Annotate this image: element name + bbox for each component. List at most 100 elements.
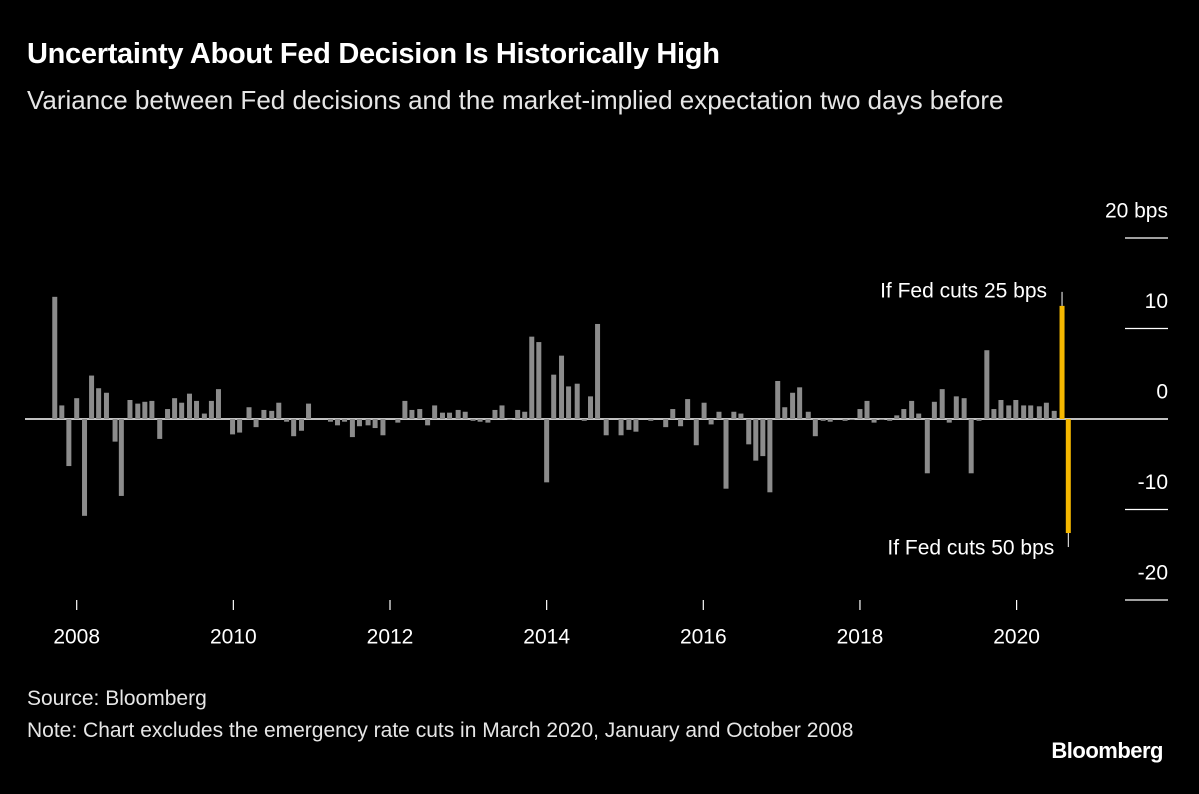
bar [984, 350, 990, 419]
bar [767, 419, 773, 493]
bar [1051, 410, 1057, 419]
bar [380, 419, 386, 436]
bar [59, 405, 65, 419]
bar [805, 411, 811, 419]
bar [194, 400, 200, 419]
bar [1036, 406, 1042, 419]
bar [237, 419, 243, 433]
chart-subtitle: Variance between Fed decisions and the m… [27, 85, 1004, 115]
source: Source: Bloomberg [27, 687, 207, 710]
bar [522, 411, 528, 419]
y-tick-label: 0 [1156, 381, 1168, 404]
bar [924, 419, 930, 474]
bar [663, 419, 669, 428]
bar [127, 399, 133, 419]
bar [447, 412, 453, 419]
bar [118, 419, 124, 496]
y-tick-label: 10 [1145, 290, 1168, 313]
bar [82, 419, 88, 516]
bar [595, 323, 601, 419]
bar [432, 405, 438, 419]
bar [507, 419, 513, 420]
bar [939, 389, 945, 419]
bar [991, 409, 997, 419]
bar [790, 392, 796, 419]
highlight-bar [1059, 305, 1065, 419]
bar [1021, 405, 1027, 419]
bar [909, 400, 915, 419]
bar [179, 402, 185, 419]
bar [327, 419, 333, 422]
bar [417, 409, 423, 419]
chart-title: Uncertainty About Fed Decision Is Histor… [27, 38, 720, 70]
brand: Bloomberg [1051, 738, 1163, 763]
bar [291, 419, 297, 437]
bar [365, 419, 371, 426]
bar [536, 342, 542, 419]
bar [968, 419, 974, 474]
bar [499, 405, 505, 419]
y-tick-label: -10 [1138, 471, 1168, 494]
bar [879, 419, 885, 420]
bar [812, 419, 818, 437]
bar [551, 374, 557, 419]
bar [112, 419, 118, 442]
bar [901, 409, 907, 419]
bar [648, 419, 654, 421]
x-tick-label: 2018 [837, 626, 884, 649]
bar [402, 400, 408, 419]
bar [693, 419, 699, 446]
bar [566, 386, 572, 419]
bar [760, 419, 766, 457]
bar [52, 296, 58, 419]
bar [678, 419, 684, 427]
bar [701, 402, 707, 419]
bar [782, 407, 788, 419]
bar [298, 419, 304, 431]
bar [269, 410, 275, 419]
bar [492, 409, 498, 419]
bar [731, 411, 737, 419]
bar [827, 419, 833, 422]
bar [753, 419, 759, 461]
bar [626, 419, 632, 430]
bar [462, 411, 468, 419]
bar [976, 419, 982, 421]
bar [409, 409, 415, 419]
bar [157, 419, 163, 439]
bar [66, 419, 72, 467]
bar [253, 419, 259, 428]
bar [820, 419, 826, 421]
x-tick-label: 2012 [367, 626, 414, 649]
x-tick-label: 2016 [680, 626, 727, 649]
bar [685, 399, 691, 419]
bar [165, 409, 171, 419]
chart: 20 bps 10 0 -10 -20 2008 2010 2012 2014 2016 2018 2… [25, 200, 1168, 649]
bar [186, 393, 192, 419]
bar [230, 419, 236, 435]
annotation: If Fed cuts 50 bps [887, 537, 1054, 560]
bar [372, 419, 378, 429]
bar [946, 419, 952, 423]
bar [74, 398, 80, 419]
bar [588, 396, 594, 419]
bar [797, 387, 803, 419]
bar [529, 336, 535, 419]
bar [1043, 402, 1049, 419]
bar [439, 412, 445, 419]
x-tick-label: 2014 [523, 626, 570, 649]
bar [1028, 405, 1034, 419]
bar [603, 419, 609, 436]
bar [871, 419, 877, 423]
bar [149, 400, 155, 419]
x-tick-label: 2010 [210, 626, 257, 649]
bar [581, 419, 587, 421]
bar [142, 401, 148, 419]
bar [746, 419, 752, 445]
bar [849, 419, 855, 420]
bar [633, 419, 639, 432]
bar [172, 398, 178, 419]
bar [477, 419, 483, 422]
bar [342, 419, 348, 422]
